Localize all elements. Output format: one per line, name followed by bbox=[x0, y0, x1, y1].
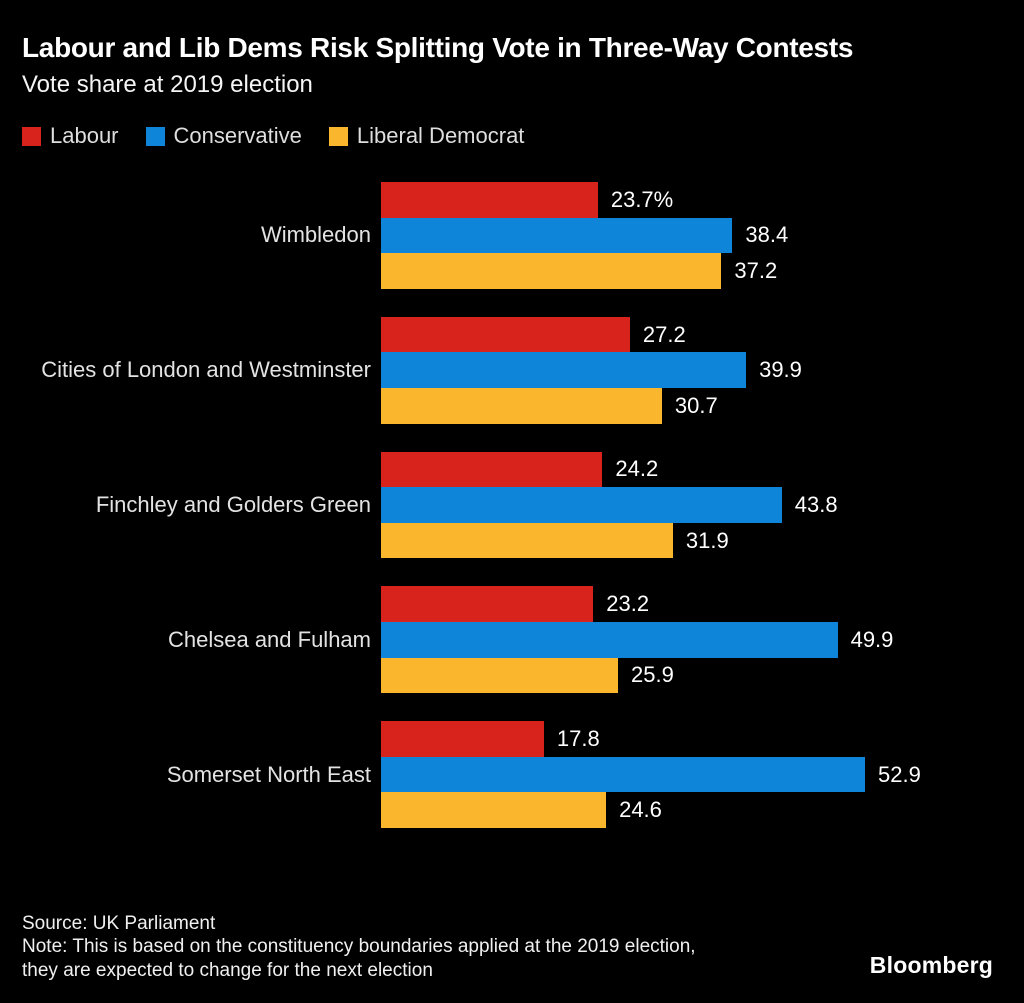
bar-conservative bbox=[381, 621, 838, 658]
bar-stack: 27.2 39.9 30.7 bbox=[381, 316, 1024, 424]
source-text: Source: UK Parliament bbox=[22, 912, 216, 934]
bar-conservative bbox=[381, 217, 733, 254]
value-label: 52.9 bbox=[878, 761, 921, 787]
value-label: 49.9 bbox=[850, 626, 894, 652]
bar-row: 23.7% bbox=[381, 182, 1024, 218]
legend-swatch-conservative bbox=[145, 126, 165, 146]
legend-swatch-labour bbox=[22, 126, 41, 146]
bar-group-finchley-and-golders-green: Finchley and Golders Green 24.2 43.8 31.9 bbox=[22, 451, 1024, 559]
chart-title: Labour and Lib Dems Risk Splitting Vote … bbox=[22, 32, 854, 63]
bar-row: 27.2 bbox=[381, 316, 1024, 353]
value-label: 39.9 bbox=[759, 357, 802, 383]
bar-group-somerset-north-east: Somerset North East 17.8 52.9 24.6 bbox=[22, 721, 1024, 828]
bar-row: 31.9 bbox=[381, 522, 1024, 559]
legend-item-labour: Labour bbox=[22, 123, 119, 149]
bar-liberal-democrat bbox=[381, 657, 618, 694]
value-label: 30.7 bbox=[674, 392, 718, 418]
value-label: 43.8 bbox=[794, 491, 838, 517]
legend-item-liberal-democrat: Liberal Democrat bbox=[328, 123, 525, 149]
bar-row: 39.9 bbox=[381, 352, 1024, 388]
bar-conservative bbox=[381, 352, 747, 388]
bar-conservative bbox=[381, 487, 782, 523]
bar-row: 24.6 bbox=[381, 792, 1024, 828]
bar-group-chelsea-and-fulham: Chelsea and Fulham 23.2 49.9 25.9 bbox=[22, 586, 1024, 694]
legend-label: Labour bbox=[50, 123, 119, 148]
value-label: 17.8 bbox=[556, 725, 600, 751]
bar-row: 49.9 bbox=[381, 621, 1024, 658]
value-label: 23.7% bbox=[610, 186, 674, 212]
bar-row: 30.7 bbox=[381, 387, 1024, 424]
category-label: Wimbledon bbox=[260, 222, 371, 248]
value-label: 23.2 bbox=[606, 591, 650, 617]
bar-row: 25.9 bbox=[381, 657, 1024, 694]
bar-liberal-democrat bbox=[381, 387, 662, 424]
category-label: Cities of London and Westminster bbox=[41, 357, 371, 383]
bar-row: 52.9 bbox=[381, 756, 1024, 793]
bar-stack: 24.2 43.8 31.9 bbox=[381, 451, 1024, 559]
bar-row: 17.8 bbox=[381, 721, 1024, 757]
bar-labour bbox=[381, 316, 630, 353]
bar-liberal-democrat bbox=[381, 522, 673, 559]
value-label: 24.6 bbox=[619, 797, 662, 823]
category-label: Somerset North East bbox=[166, 761, 371, 787]
bar-labour bbox=[381, 182, 598, 218]
bar-row: 23.2 bbox=[381, 586, 1024, 622]
value-label: 37.2 bbox=[734, 257, 778, 283]
bar-row: 38.4 bbox=[381, 217, 1024, 254]
legend-item-conservative: Conservative bbox=[145, 123, 302, 149]
legend-swatch-liberal-democrat bbox=[328, 126, 348, 146]
legend-label: Conservative bbox=[173, 123, 302, 148]
value-label: 24.2 bbox=[615, 456, 659, 482]
bar-row: 24.2 bbox=[381, 451, 1024, 488]
bar-labour bbox=[381, 586, 594, 622]
bar-stack: 23.2 49.9 25.9 bbox=[381, 586, 1024, 694]
legend: Labour Conservative Liberal Democrat bbox=[22, 123, 1024, 149]
category-label: Finchley and Golders Green bbox=[95, 491, 371, 517]
bar-liberal-democrat bbox=[381, 253, 722, 289]
footer: Source: UK Parliament Note: This is base… bbox=[22, 912, 696, 983]
bar-group-cities-of-london-and-westminster: Cities of London and Westminster 27.2 39.9… bbox=[22, 316, 1024, 424]
value-label: 25.9 bbox=[630, 662, 674, 688]
value-label: 31.9 bbox=[685, 527, 729, 553]
bar-stack: 23.7% 38.4 37.2 bbox=[381, 182, 1024, 289]
bar-chart: Wimbledon 23.7% 38.4 37.2 Cities of London a… bbox=[22, 182, 1024, 828]
note-line-2: they are expected to change for the next… bbox=[22, 959, 433, 981]
chart-subtitle: Vote share at 2019 election bbox=[22, 71, 313, 98]
bloomberg-logo: Bloomberg bbox=[869, 952, 993, 978]
bar-row: 43.8 bbox=[381, 487, 1024, 523]
value-label: 38.4 bbox=[745, 222, 789, 248]
bar-stack: 17.8 52.9 24.6 bbox=[381, 721, 1024, 828]
category-label: Chelsea and Fulham bbox=[167, 626, 371, 652]
bar-labour bbox=[381, 721, 544, 757]
bar-conservative bbox=[381, 756, 866, 793]
bar-group-wimbledon: Wimbledon 23.7% 38.4 37.2 bbox=[22, 182, 1024, 289]
legend-label: Liberal Democrat bbox=[356, 123, 525, 148]
value-label: 27.2 bbox=[642, 321, 686, 347]
bar-labour bbox=[381, 451, 603, 488]
note-line-1: Note: This is based on the constituency … bbox=[22, 936, 696, 957]
bar-liberal-democrat bbox=[381, 792, 607, 828]
bar-row: 37.2 bbox=[381, 253, 1024, 289]
